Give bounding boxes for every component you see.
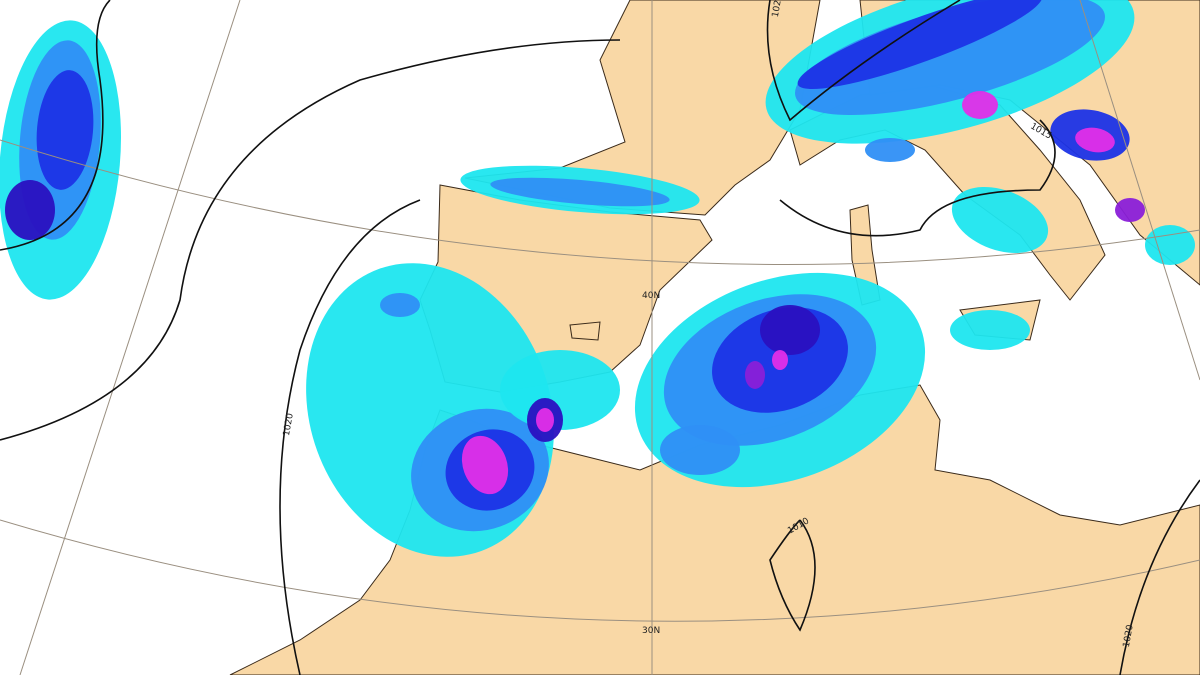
isobar-label-north: 1020 — [771, 0, 785, 18]
precip-area — [36, 70, 94, 190]
graticule-label-40n: 40N — [642, 291, 660, 301]
precip-area — [660, 425, 740, 475]
isobar-label-west: 1020 — [282, 412, 296, 437]
precipitation-areas — [0, 0, 1195, 557]
balearics — [569, 321, 601, 341]
precip-area — [950, 310, 1030, 350]
precip-area — [5, 180, 55, 240]
precip-area — [745, 361, 765, 389]
graticule-label-30n: 30N — [642, 626, 660, 636]
precip-area — [951, 187, 1049, 253]
precip-area — [962, 91, 998, 119]
precip-area — [1075, 127, 1115, 153]
precip-area — [380, 293, 420, 317]
precip-area — [461, 435, 509, 495]
precip-area — [797, 0, 1043, 90]
isobar-label-southeast: 1020 — [1122, 624, 1136, 649]
precip-area — [1115, 198, 1145, 222]
precip-area — [1145, 225, 1195, 265]
precip-area — [760, 305, 820, 355]
precip-area — [865, 138, 915, 162]
precip-area — [795, 0, 1105, 116]
precip-area — [536, 408, 554, 432]
precip-area — [772, 350, 788, 370]
precip-area — [490, 177, 670, 207]
